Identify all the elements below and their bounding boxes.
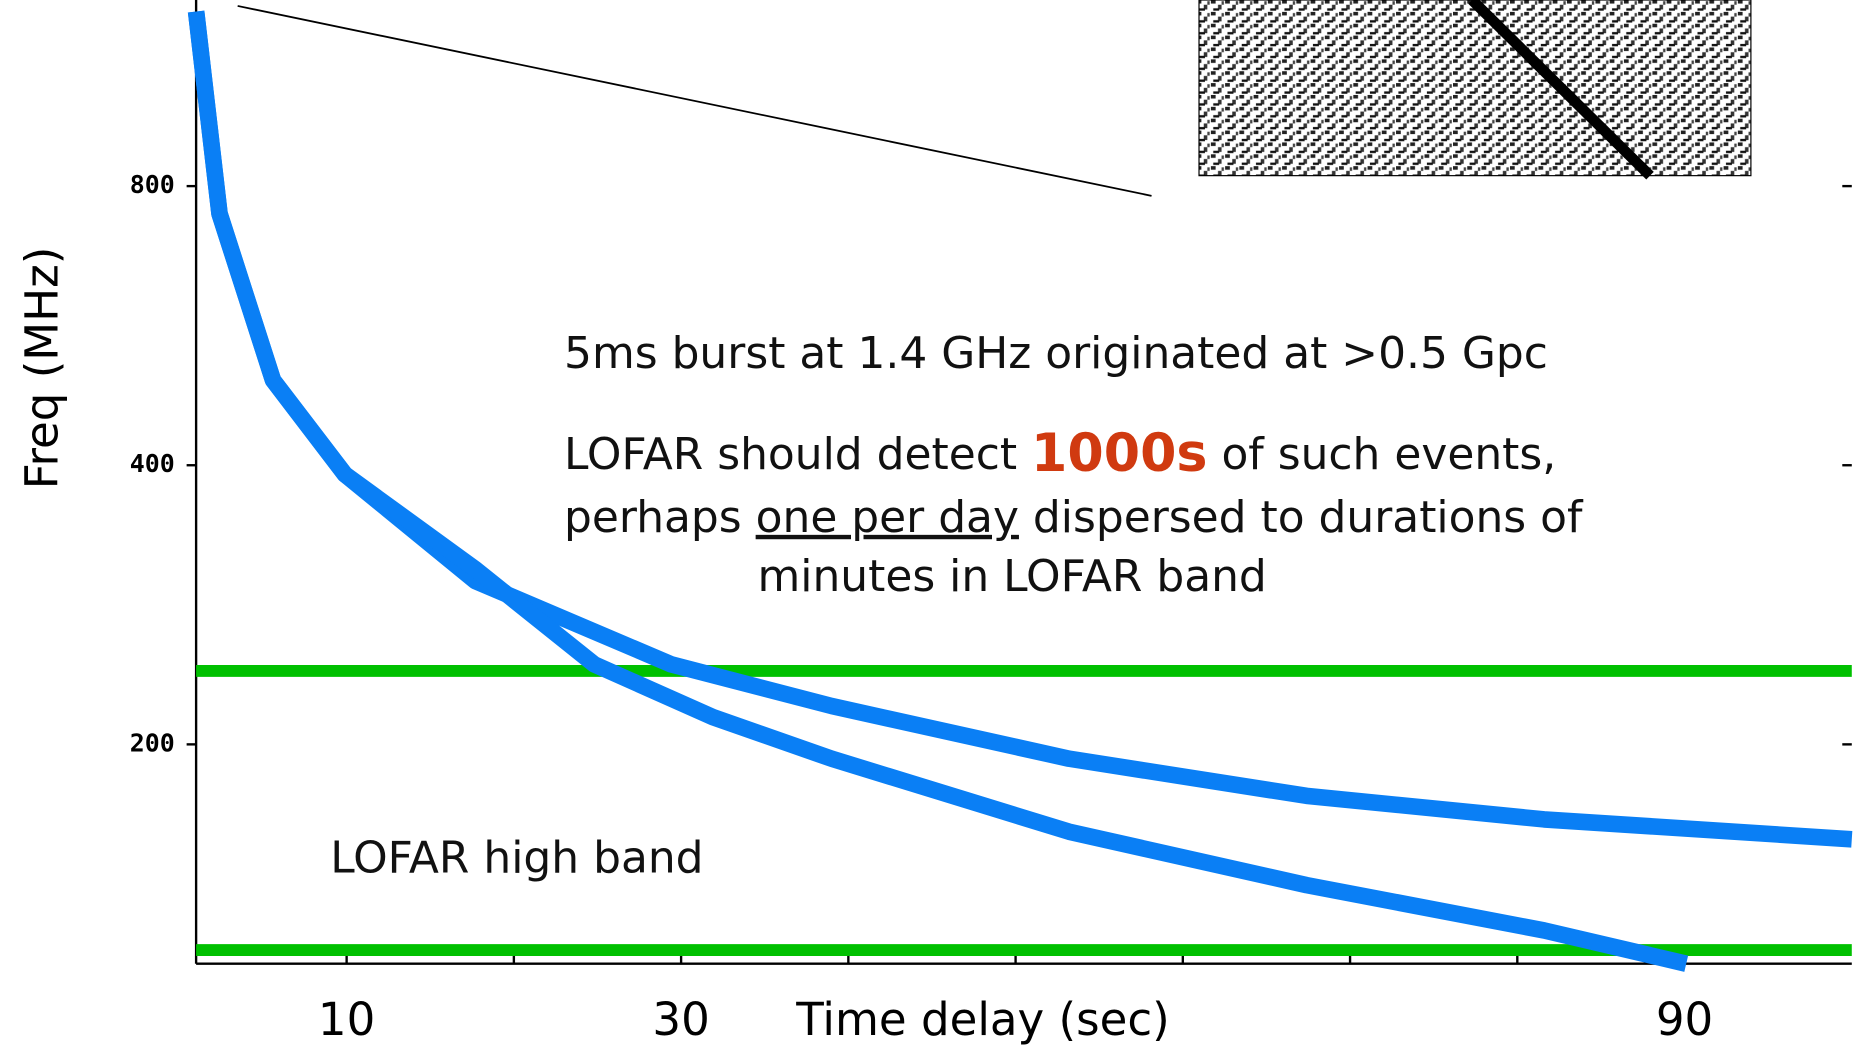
annotation-text: of such events, [1207,429,1556,480]
annotation-text: dispersed to durations of [1019,492,1584,543]
annotation: minutes in LOFAR band [757,551,1266,602]
y-tick-label: 800 [130,170,175,199]
band-label: LOFAR high band [330,832,703,883]
annotation-underline: one per day [756,492,1019,543]
annotation-text: LOFAR should detect [564,429,1031,480]
y-tick-label: 400 [130,449,175,478]
y-tick-label: 200 [130,728,175,757]
x-tick-label: 10 [318,993,375,1046]
chart: Freq (MHz) Time delay (sec) LOFAR high b… [0,0,1858,1048]
annotation-text: minutes in LOFAR band [757,551,1266,602]
annotation: 5ms burst at 1.4 GHz originated at >0.5 … [564,328,1548,379]
annotation: perhaps one per day dispersed to duratio… [564,492,1584,543]
annotation: LOFAR should detect 1000s of such events… [564,424,1556,484]
y-axis-title: Freq (MHz) [15,247,68,490]
annotation-highlight: 1000s [1031,424,1207,484]
x-tick-label: 90 [1656,993,1713,1046]
annotation-text: perhaps [564,492,756,543]
annotation-text: 5ms burst at 1.4 GHz originated at >0.5 … [564,328,1548,379]
x-axis-title: Time delay (sec) [795,993,1169,1046]
x-tick-label: 30 [652,993,709,1046]
inset-image [238,0,1751,196]
